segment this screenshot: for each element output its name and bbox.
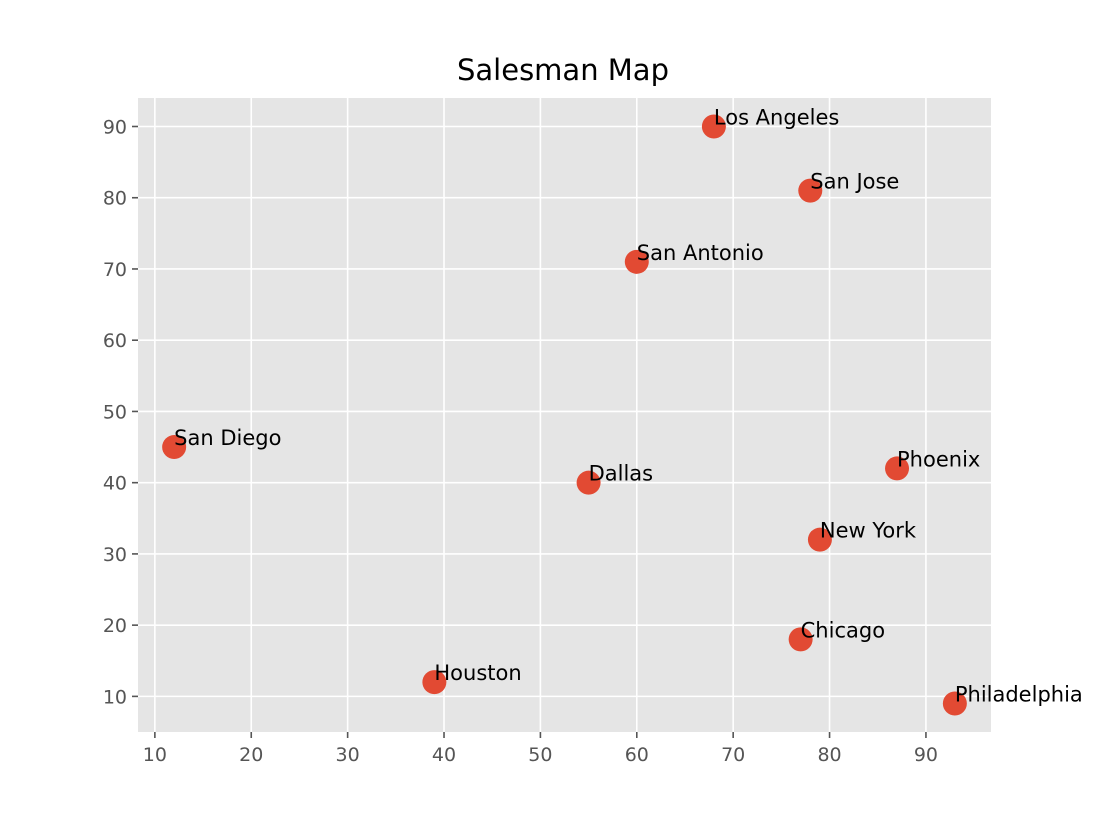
y-tick-label: 90	[103, 116, 127, 138]
x-tick-label: 70	[721, 744, 745, 766]
point-label: New York	[820, 519, 917, 543]
point-label: San Antonio	[637, 241, 764, 265]
point-label: Los Angeles	[714, 105, 839, 129]
point-labels: Los Angeles San Jose San Antonio San Diego D…	[174, 105, 1083, 706]
point-label: Chicago	[801, 618, 885, 642]
plot-area	[138, 98, 991, 732]
data-point	[807, 527, 832, 552]
data-point	[798, 178, 823, 203]
x-tick-label: 80	[817, 744, 841, 766]
data-point	[942, 691, 967, 716]
data-point	[701, 114, 726, 139]
data-point	[885, 456, 910, 481]
x-tick-label: 10	[143, 744, 167, 766]
axis-ticks: 10 20 30 40 50 60 70 80 90 10 20 30 40 50 60 70 80 90	[103, 116, 938, 766]
y-tick-label: 20	[103, 615, 127, 637]
x-tick-label: 90	[914, 744, 938, 766]
y-tick-label: 30	[103, 544, 127, 566]
grid	[138, 98, 991, 732]
point-label: San Jose	[810, 170, 899, 194]
data-point	[788, 627, 813, 652]
y-tick-label: 10	[103, 686, 127, 708]
point-label: San Diego	[174, 426, 281, 450]
data-point	[624, 249, 649, 274]
y-tick-label: 50	[103, 401, 127, 423]
point-label: Dallas	[589, 462, 654, 486]
point-label: Phoenix	[897, 447, 980, 471]
x-tick-label: 50	[528, 744, 552, 766]
data-point	[162, 435, 187, 460]
y-tick-label: 60	[103, 330, 127, 352]
point-label: Houston	[434, 661, 521, 685]
y-tick-label: 70	[103, 259, 127, 281]
data-point	[576, 470, 601, 495]
data-points	[162, 114, 967, 716]
x-tick-label: 30	[336, 744, 360, 766]
x-tick-label: 20	[239, 744, 263, 766]
data-point	[422, 670, 447, 695]
y-tick-label: 40	[103, 473, 127, 495]
x-tick-label: 60	[625, 744, 649, 766]
point-label: Philadelphia	[955, 683, 1083, 707]
chart-title: Salesman Map	[457, 53, 669, 87]
y-tick-label: 80	[103, 188, 127, 210]
x-tick-label: 40	[432, 744, 456, 766]
